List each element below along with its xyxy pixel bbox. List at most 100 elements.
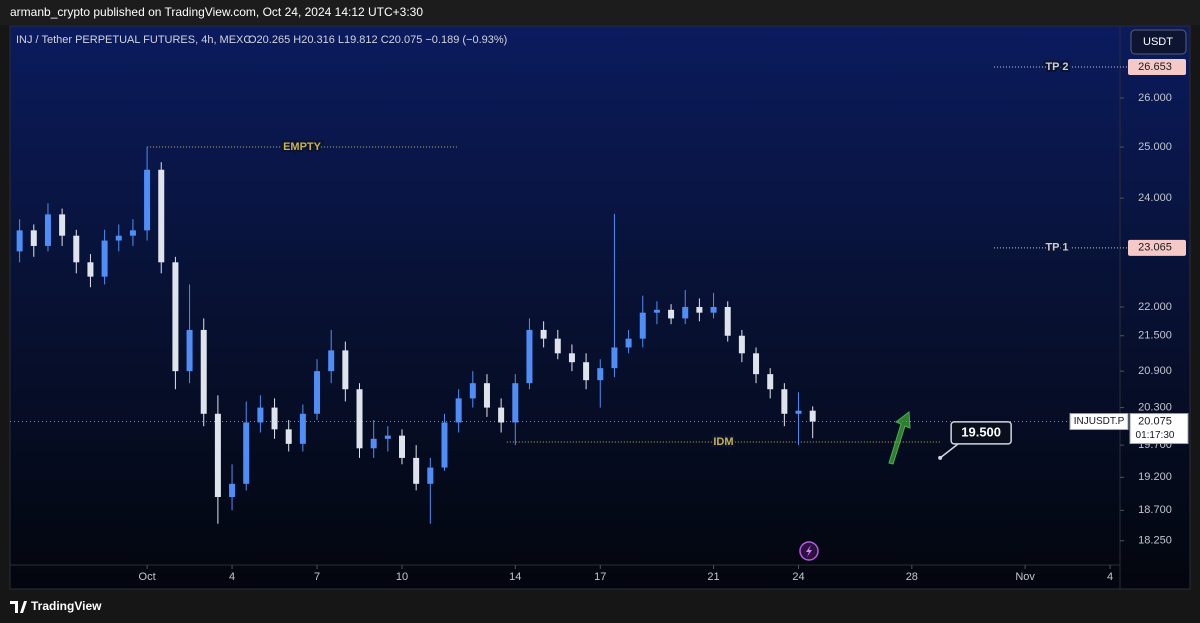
candle-body bbox=[767, 374, 774, 390]
candle-body bbox=[483, 383, 490, 408]
candle-body bbox=[186, 329, 193, 372]
footer bbox=[0, 590, 1200, 623]
y-tick-label: 20.900 bbox=[1138, 365, 1172, 377]
last-price-label: 20.075 bbox=[1138, 415, 1172, 427]
level-price-tag bbox=[1128, 58, 1186, 75]
x-tick-label: 28 bbox=[906, 571, 918, 583]
level-label: TP 2 bbox=[1045, 61, 1068, 73]
candle-body bbox=[668, 309, 675, 319]
y-tick-label: 18.250 bbox=[1138, 535, 1172, 547]
x-tick-label: 4 bbox=[1107, 571, 1113, 583]
x-tick-label: 24 bbox=[792, 571, 804, 583]
footer-brand: TradingView bbox=[31, 599, 102, 613]
candle-body bbox=[271, 407, 278, 430]
callout-box bbox=[950, 421, 1012, 445]
x-tick-label: Oct bbox=[139, 571, 156, 583]
callout-anchor bbox=[938, 455, 943, 460]
candle-body bbox=[809, 410, 816, 422]
candle-body bbox=[384, 435, 391, 439]
candle-body bbox=[653, 309, 660, 313]
candle-body bbox=[398, 435, 405, 458]
y-tick-label: 18.700 bbox=[1138, 504, 1172, 516]
level-label: TP 1 bbox=[1045, 242, 1068, 254]
x-tick-label: 21 bbox=[707, 571, 719, 583]
candle-body bbox=[469, 383, 476, 399]
candle-body bbox=[328, 350, 335, 372]
countdown-label: 01:17:30 bbox=[1136, 430, 1175, 441]
candle-body bbox=[144, 169, 151, 231]
last-price-tag bbox=[1129, 413, 1189, 445]
callout-label: 19.500 bbox=[961, 424, 1001, 439]
level-price-tag bbox=[1128, 239, 1186, 256]
candle-body bbox=[441, 422, 448, 468]
chart-pane bbox=[9, 25, 1191, 590]
candle-body bbox=[87, 262, 94, 277]
logo-mark bbox=[10, 601, 27, 613]
level-label: IDM bbox=[713, 436, 733, 448]
candle-body bbox=[625, 338, 632, 348]
candle-body bbox=[257, 407, 264, 423]
candle-body bbox=[795, 410, 802, 414]
candle-body bbox=[370, 438, 377, 449]
candle-body bbox=[285, 429, 292, 444]
candle-body bbox=[158, 169, 165, 263]
candle-body bbox=[554, 338, 561, 354]
level-price-label: 23.065 bbox=[1138, 242, 1172, 254]
candle-body bbox=[781, 389, 788, 414]
candle-body bbox=[724, 306, 731, 336]
currency-button[interactable] bbox=[1130, 29, 1187, 55]
symbol-tag-label: INJUSDT.P bbox=[1074, 416, 1125, 427]
level-price-label: 26.653 bbox=[1138, 61, 1172, 73]
candle-body bbox=[342, 350, 349, 390]
candle-body bbox=[413, 457, 420, 484]
candle-body bbox=[526, 329, 533, 384]
candle-body bbox=[540, 329, 547, 339]
candle-body bbox=[583, 362, 590, 381]
candle-body bbox=[243, 422, 250, 484]
arrow-drawing bbox=[888, 411, 911, 465]
candle-body bbox=[16, 230, 23, 252]
top-bar bbox=[0, 0, 1200, 25]
candle-body bbox=[299, 413, 306, 444]
y-tick-label: 24.000 bbox=[1138, 192, 1172, 204]
x-tick-label: 10 bbox=[396, 571, 408, 583]
candle-body bbox=[314, 371, 321, 414]
candle-body bbox=[498, 407, 505, 423]
candle-body bbox=[115, 235, 122, 241]
symbol-title: INJ / Tether PERPETUAL FUTURES, 4h, MEXC bbox=[16, 34, 251, 46]
candle-body bbox=[568, 353, 575, 363]
candle-body bbox=[356, 389, 363, 449]
symbol-tag bbox=[1069, 413, 1129, 431]
event-icon-bolt bbox=[806, 545, 812, 557]
byline: armanb_crypto published on TradingView.c… bbox=[10, 5, 423, 19]
y-tick-label: 21.500 bbox=[1138, 330, 1172, 342]
candle-body bbox=[427, 467, 434, 484]
candle-body bbox=[738, 335, 745, 354]
y-tick-label: 20.300 bbox=[1138, 401, 1172, 413]
candle-body bbox=[512, 383, 519, 423]
y-tick-label: 25.000 bbox=[1138, 141, 1172, 153]
candle-body bbox=[59, 214, 66, 236]
candle-body bbox=[710, 306, 717, 313]
candle-body bbox=[73, 235, 80, 263]
candle-body bbox=[214, 413, 221, 497]
candle-body bbox=[455, 398, 462, 423]
y-tick-label: 26.000 bbox=[1138, 92, 1172, 104]
level-label: EMPTY bbox=[283, 141, 322, 153]
x-tick-label: 17 bbox=[594, 571, 606, 583]
ohlc-legend: O20.265 H20.316 L19.812 C20.075 −0.189 (… bbox=[248, 34, 507, 46]
currency-label: USDT bbox=[1143, 36, 1173, 48]
x-tick-label: 4 bbox=[229, 571, 235, 583]
candle-body bbox=[229, 483, 236, 497]
candle-body bbox=[129, 230, 136, 236]
candle-body bbox=[172, 262, 179, 372]
callout-pointer bbox=[939, 443, 959, 459]
candle-body bbox=[597, 368, 604, 381]
candle-body bbox=[696, 306, 703, 313]
candle-body bbox=[44, 214, 51, 246]
y-tick-label: 19.200 bbox=[1138, 471, 1172, 483]
candle-body bbox=[30, 230, 37, 246]
candle-body bbox=[753, 353, 760, 375]
